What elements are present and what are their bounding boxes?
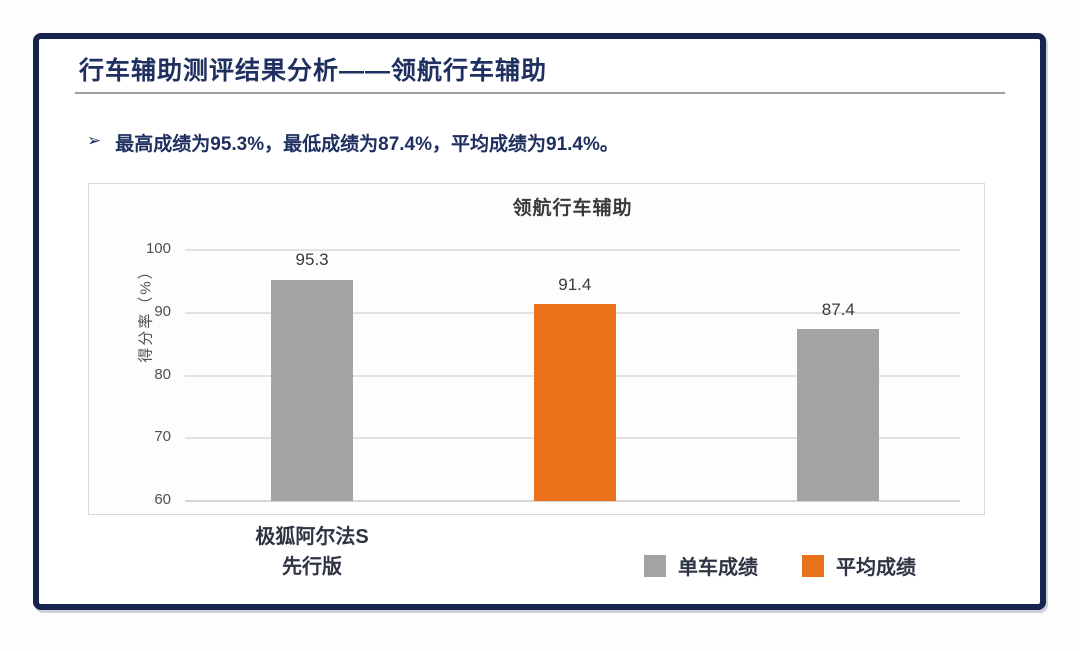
y-tick-label-100: 100 [145, 240, 171, 257]
bar-3 [797, 329, 880, 501]
category-label-line1: 极狐阿尔法S [255, 526, 369, 548]
legend-label-1: 单车成绩 [678, 557, 758, 579]
gridline-100 [185, 249, 960, 251]
legend-item-2: 平均成绩 [802, 551, 916, 580]
chart-panel: 领航行车辅助 得分率（%） 100 90 80 70 60 95.3 91.4 87.4 [88, 183, 985, 515]
legend-item-1: 单车成绩 [644, 551, 758, 580]
slide-title: 行车辅助测评结果分析——领航行车辅助 [79, 57, 548, 85]
slide-frame: 行车辅助测评结果分析——领航行车辅助 ➢ 最高成绩为95.3%，最低成绩为87.… [33, 33, 1046, 610]
category-label-line2: 先行版 [282, 556, 342, 578]
bar-2 [533, 303, 616, 501]
plot-area: 100 90 80 70 60 95.3 91.4 87.4 [146, 240, 960, 508]
y-tick-label-60: 60 [154, 491, 171, 508]
legend-swatch-2 [802, 554, 824, 577]
bullet-row: ➢ 最高成绩为95.3%，最低成绩为87.4%，平均成绩为91.4%。 [87, 129, 619, 156]
bullet-text: 最高成绩为95.3%，最低成绩为87.4%，平均成绩为91.4%。 [115, 134, 619, 155]
chart-legend: 单车成绩 平均成绩 [644, 551, 916, 580]
chart-title: 领航行车辅助 [512, 198, 633, 219]
bar-value-label-2: 91.4 [558, 274, 592, 294]
legend-swatch-1 [644, 554, 666, 577]
y-tick-label-80: 80 [154, 365, 171, 383]
legend-label-2: 平均成绩 [836, 557, 916, 579]
arrow-bullet-icon: ➢ [87, 131, 102, 150]
bar-value-label-3: 87.4 [821, 300, 855, 320]
bar-1 [271, 279, 354, 501]
category-label: 极狐阿尔法S 先行版 [232, 522, 392, 582]
title-underline [75, 92, 1005, 94]
gridline-60 [185, 500, 960, 502]
y-tick-label-90: 90 [154, 302, 171, 320]
bar-value-label-1: 95.3 [295, 250, 329, 270]
y-tick-label-70: 70 [154, 428, 171, 446]
